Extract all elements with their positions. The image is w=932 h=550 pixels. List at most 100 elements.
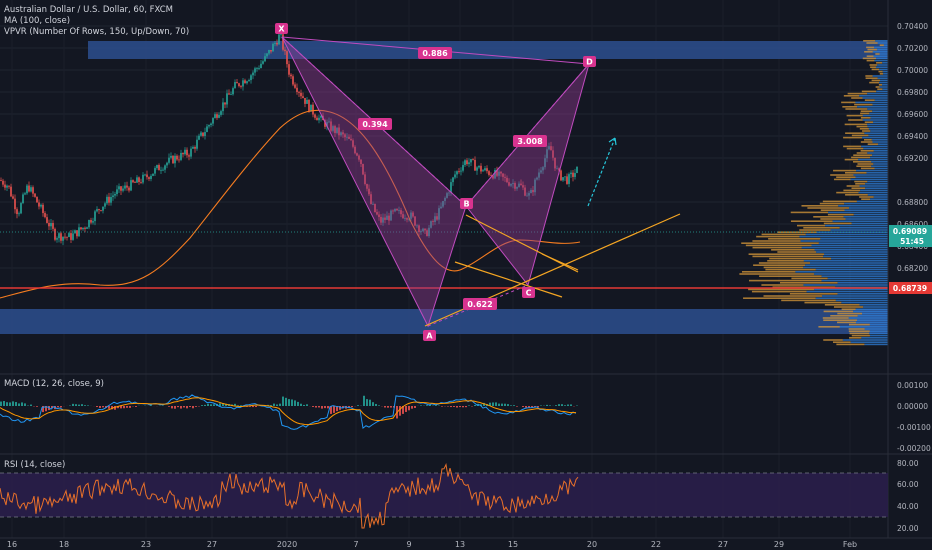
macd-histogram-bar [12, 401, 14, 406]
volume-bar-down [846, 185, 860, 187]
candle-body [332, 126, 334, 131]
volume-bar-down [791, 277, 828, 280]
volume-bar-down [836, 343, 865, 346]
macd-histogram-bar [405, 406, 407, 412]
volume-bar-up [843, 216, 888, 218]
volume-bar-up [835, 299, 888, 302]
price-tick-label: 0.68600 [897, 220, 928, 229]
rsi-tick-label: 20.00 [897, 524, 919, 533]
macd-histogram-bar [306, 404, 308, 406]
candle-body [90, 219, 92, 223]
macd-pane: MACD (12, 26, close, 9) [0, 379, 578, 430]
volume-bar-up [874, 46, 888, 49]
volume-bar-down [836, 191, 859, 194]
macd-histogram-bar [522, 406, 524, 407]
candle-body [336, 127, 338, 133]
macd-histogram-bar [72, 403, 74, 406]
macd-histogram-bar [546, 404, 548, 406]
pattern-point-b: B [460, 198, 473, 209]
macd-histogram-bar [186, 406, 188, 409]
price-tick-label: 0.70200 [897, 44, 928, 53]
price-tick-label: 0.68800 [897, 198, 928, 207]
candle-body [238, 83, 240, 87]
pattern-point-c: C [522, 287, 535, 298]
candle-body [30, 187, 32, 192]
candle-body [384, 217, 386, 220]
volume-bar-down [843, 145, 862, 148]
volume-bar-down [836, 176, 856, 178]
volume-bar-up [862, 97, 888, 99]
macd-histogram-bar [480, 404, 482, 406]
candle-body [208, 125, 210, 127]
volume-bar-up [873, 55, 888, 57]
macd-histogram-bar [207, 403, 209, 406]
volume-bar-down [837, 321, 856, 324]
candle-body [294, 84, 296, 88]
candle-body [58, 233, 60, 239]
candle-body [140, 181, 142, 183]
macd-histogram-bar [6, 402, 8, 406]
candle-body [156, 165, 158, 169]
volume-bar-down [779, 282, 838, 284]
volume-bar-up [876, 90, 888, 93]
volume-bar-up [850, 178, 888, 181]
candle-body [138, 177, 140, 182]
candle-body [234, 82, 236, 89]
candle-body [148, 177, 150, 179]
volume-bar-up [803, 284, 888, 286]
candle-body [504, 176, 506, 178]
volume-bar-down [843, 95, 860, 97]
candle-body [2, 180, 4, 185]
candle-body [282, 34, 284, 50]
candle-body [184, 149, 186, 155]
candle-body [526, 195, 528, 197]
volume-bar-down [864, 99, 875, 101]
candle-body [462, 165, 464, 171]
macd-histogram-bar [465, 406, 467, 408]
volume-bar-up [839, 326, 888, 328]
macd-histogram-bar [495, 402, 497, 406]
volume-bar-up [853, 213, 888, 216]
candle-body [286, 51, 288, 65]
candle-body [196, 139, 198, 149]
candle-body [204, 132, 206, 136]
macd-histogram-bar [174, 406, 176, 409]
candle-body [98, 209, 100, 211]
volume-bar-up [842, 339, 888, 341]
candle-body [532, 189, 534, 193]
volume-bar-up [845, 218, 888, 220]
volume-bar-up [806, 290, 888, 293]
macd-histogram-bar [276, 404, 278, 406]
volume-bar-up [861, 145, 888, 148]
candle-body [328, 121, 330, 123]
candle-body [340, 132, 342, 136]
price-tick-label: 0.70400 [897, 22, 928, 31]
volume-bar-up [838, 205, 888, 207]
macd-histogram-bar [249, 406, 251, 407]
volume-bar-up [801, 246, 888, 249]
date-tick-label: 16 [7, 540, 17, 549]
macd-histogram-bar [15, 402, 17, 406]
volume-bar-down [753, 264, 806, 266]
volume-bar-up [848, 317, 888, 319]
price-candles [0, 30, 578, 246]
candle-body [288, 64, 290, 75]
macd-histogram-bar [60, 406, 62, 408]
candle-body [400, 210, 402, 215]
volume-bar-up [882, 70, 888, 73]
volume-bar-down [851, 334, 870, 337]
candle-body [424, 228, 426, 231]
volume-bar-up [882, 62, 888, 64]
volume-bar-down [823, 222, 852, 225]
macd-histogram-bar [96, 406, 98, 408]
macd-histogram-bar [252, 406, 254, 408]
macd-histogram-bar [9, 402, 11, 406]
volume-bar-down [867, 48, 877, 51]
candle-body [514, 183, 516, 189]
volume-bar-down [851, 97, 863, 99]
ratio-label-xd: 0.886 [418, 47, 452, 59]
candle-body [142, 174, 144, 183]
volume-bar-down [801, 205, 839, 207]
macd-histogram-bar [42, 406, 44, 413]
